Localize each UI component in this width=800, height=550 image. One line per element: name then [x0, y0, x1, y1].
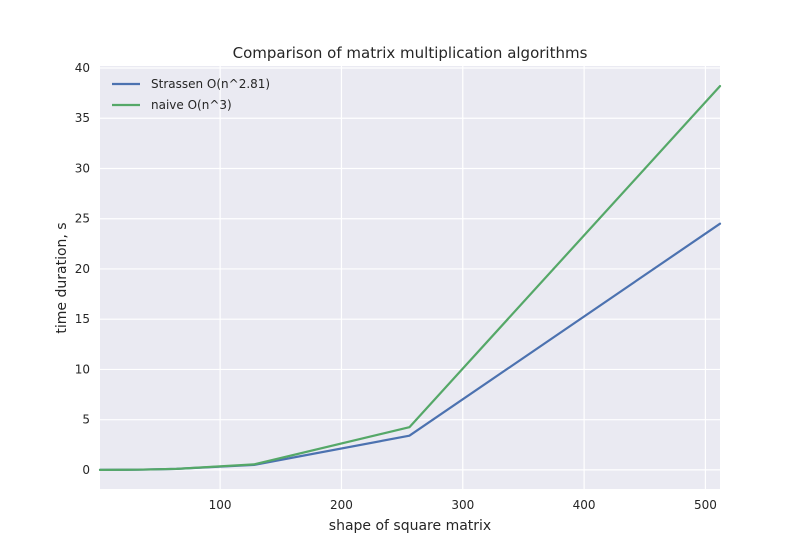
- y-tick-label: 30: [75, 161, 90, 175]
- x-axis-ticks: 100 200 300 400 500: [209, 498, 717, 512]
- plot-area: [100, 66, 720, 489]
- x-axis-label: shape of square matrix: [329, 518, 491, 534]
- y-tick-label: 15: [75, 312, 90, 326]
- x-tick-label: 500: [694, 498, 717, 512]
- y-tick-label: 10: [75, 362, 90, 376]
- y-tick-label: 25: [75, 212, 90, 226]
- x-tick-label: 300: [451, 498, 474, 512]
- y-tick-label: 40: [75, 61, 90, 75]
- y-tick-label: 20: [75, 262, 90, 276]
- series-lines: [98, 84, 722, 471]
- y-tick-label: 35: [75, 111, 90, 125]
- x-tick-label: 100: [209, 498, 232, 512]
- grid: [100, 66, 720, 489]
- x-tick-label: 200: [330, 498, 353, 512]
- y-tick-label: 0: [82, 463, 90, 477]
- y-tick-label: 5: [82, 413, 90, 427]
- legend: Strassen O(n^2.81) naive O(n^3): [112, 77, 270, 112]
- legend-label-strassen: Strassen O(n^2.81): [151, 77, 270, 91]
- y-axis-label: time duration, s: [54, 222, 70, 333]
- legend-label-naive: naive O(n^3): [151, 98, 232, 112]
- y-axis-ticks: 0 5 10 15 20 25 30 35 40: [75, 61, 90, 477]
- chart-title: Comparison of matrix multiplication algo…: [233, 44, 588, 62]
- x-tick-label: 400: [573, 498, 596, 512]
- series-line-naive: [98, 84, 722, 471]
